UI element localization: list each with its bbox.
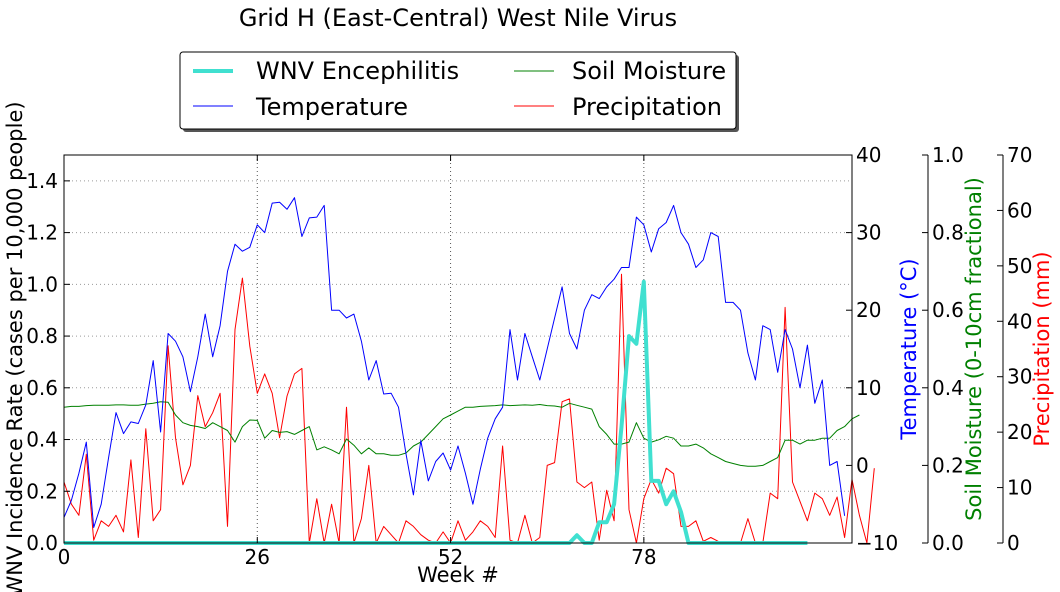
precipitation-axis: 0 10 20 30 40 50 60 70 xyxy=(997,143,1032,555)
chart-title: Grid H (East-Central) West Nile Virus xyxy=(239,4,677,32)
soil-moisture-tick-label: 0.4 xyxy=(932,376,964,400)
series-soil-moisture-line xyxy=(63,401,860,467)
soil-moisture-tick-label: 0.6 xyxy=(932,298,964,322)
legend-label-soil: Soil Moisture xyxy=(572,57,726,85)
wnv-tick-label: 0.6 xyxy=(26,376,58,400)
precipitation-tick-label: 10 xyxy=(1007,476,1032,500)
precipitation-tick-label: 60 xyxy=(1007,198,1032,222)
precipitation-tick-label: 0 xyxy=(1007,531,1020,555)
soil-moisture-tick-label: 0.2 xyxy=(932,453,964,477)
temperature-axis: −10 0 10 20 30 40 xyxy=(846,143,898,555)
soil-moisture-tick-label: 1.0 xyxy=(932,143,964,167)
precipitation-tick-label: 50 xyxy=(1007,254,1032,278)
x-axis: 0 26 52 78 xyxy=(58,155,657,569)
series-temperature-line xyxy=(63,197,846,528)
soil-moisture-tick-label: 0.0 xyxy=(932,531,964,555)
precipitation-tick-label: 30 xyxy=(1007,365,1032,389)
legend-label-wnv: WNV Encephilitis xyxy=(256,57,459,85)
wnv-tick-label: 0.4 xyxy=(26,428,58,452)
wnv-tick-label: 0.8 xyxy=(26,324,58,348)
x-axis-label: Week # xyxy=(417,563,499,587)
temperature-tick-label: 0 xyxy=(856,453,869,477)
legend-box xyxy=(179,51,737,130)
soil-moisture-axis-label: Soil Moisture (0-10cm fractional) xyxy=(962,177,986,521)
legend: WNV Encephilitis Temperature Soil Moistu… xyxy=(179,51,739,132)
soil-moisture-tick-label: 0.8 xyxy=(932,221,964,245)
temperature-tick-label: 10 xyxy=(856,376,881,400)
wnv-axis-label: WNV Incidence Rate (cases per 10,000 peo… xyxy=(3,101,27,592)
wnv-tick-label: 1.0 xyxy=(26,272,58,296)
wnv-tick-label: 1.4 xyxy=(26,169,58,193)
precipitation-tick-label: 20 xyxy=(1007,420,1032,444)
x-tick-label: 0 xyxy=(58,545,71,569)
plot-frame xyxy=(63,154,853,544)
wnv-tick-label: 0.0 xyxy=(26,531,58,555)
precipitation-axis-label: Precipitation (mm) xyxy=(1030,251,1054,446)
gridlines xyxy=(64,155,852,543)
precipitation-tick-label: 70 xyxy=(1007,143,1032,167)
x-tick-label: 26 xyxy=(245,545,270,569)
soil-moisture-axis: 0.0 0.2 0.4 0.6 0.8 1.0 xyxy=(922,143,964,555)
temperature-tick-label: 30 xyxy=(856,221,881,245)
precipitation-tick-label: 40 xyxy=(1007,309,1032,333)
temperature-axis-label: Temperature (°C) xyxy=(897,258,921,440)
wnv-axis: 0.0 0.2 0.4 0.6 0.8 1.0 1.2 1.4 xyxy=(26,169,70,555)
temperature-tick-label: 20 xyxy=(856,298,881,322)
wnv-tick-label: 1.2 xyxy=(26,221,58,245)
wnv-tick-label: 0.2 xyxy=(26,479,58,503)
temperature-tick-label: 40 xyxy=(856,143,881,167)
x-tick-label: 78 xyxy=(631,545,656,569)
legend-label-precipitation: Precipitation xyxy=(572,93,722,121)
legend-label-temperature: Temperature xyxy=(255,93,408,121)
temperature-tick-label: −10 xyxy=(856,531,898,555)
x-tick-label: 52 xyxy=(438,545,463,569)
